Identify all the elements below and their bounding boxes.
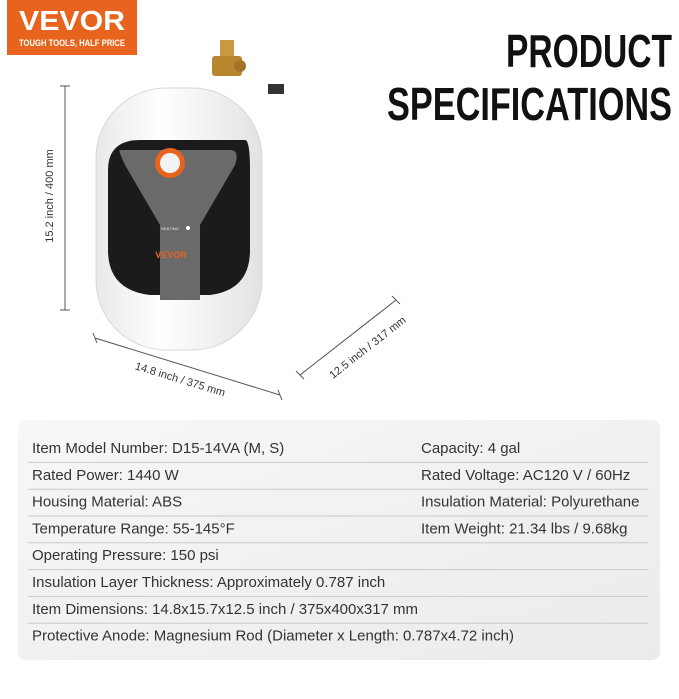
- logo-brand: VEVOR: [19, 5, 125, 36]
- width-label: 14.8 inch / 375 mm: [134, 360, 227, 399]
- spec-cell: Insulation Material: Polyurethane: [421, 494, 639, 511]
- spec-cell: Item Model Number: D15-14VA (M, S): [32, 440, 284, 457]
- spec-cell: Insulation Layer Thickness: Approximatel…: [32, 574, 385, 591]
- spec-cell: Temperature Range: 55-145°F: [32, 520, 235, 537]
- heater-illustration: [95, 40, 284, 351]
- heater-brand: VEVOR: [155, 250, 187, 260]
- spec-panel: [18, 420, 660, 660]
- spec-cell: Capacity: 4 gal: [421, 440, 520, 457]
- spec-cell: Rated Voltage: AC120 V / 60Hz: [421, 467, 630, 484]
- spec-cell: Item Dimensions: 14.8x15.7x12.5 inch / 3…: [32, 601, 418, 618]
- heater-indicator: HEATING: [161, 226, 178, 231]
- title-line: PRODUCT: [506, 25, 672, 77]
- logo-box: [7, 0, 137, 55]
- logo-tagline: TOUGH TOOLS, HALF PRICE: [19, 38, 125, 48]
- dimension-lines: [60, 85, 401, 401]
- title-line: SPECIFICATIONS: [387, 78, 672, 130]
- height-label: 15.2 inch / 400 mm: [44, 149, 56, 243]
- spec-cell: Rated Power: 1440 W: [32, 467, 180, 484]
- spec-cell: Operating Pressure: 150 psi: [32, 547, 219, 564]
- spec-cell: Item Weight: 21.34 lbs / 9.68kg: [421, 520, 628, 537]
- spec-cell: Housing Material: ABS: [32, 494, 182, 511]
- spec-cell: Protective Anode: Magnesium Rod (Diamete…: [32, 628, 514, 645]
- depth-label: 12.5 inch / 317 mm: [327, 314, 408, 381]
